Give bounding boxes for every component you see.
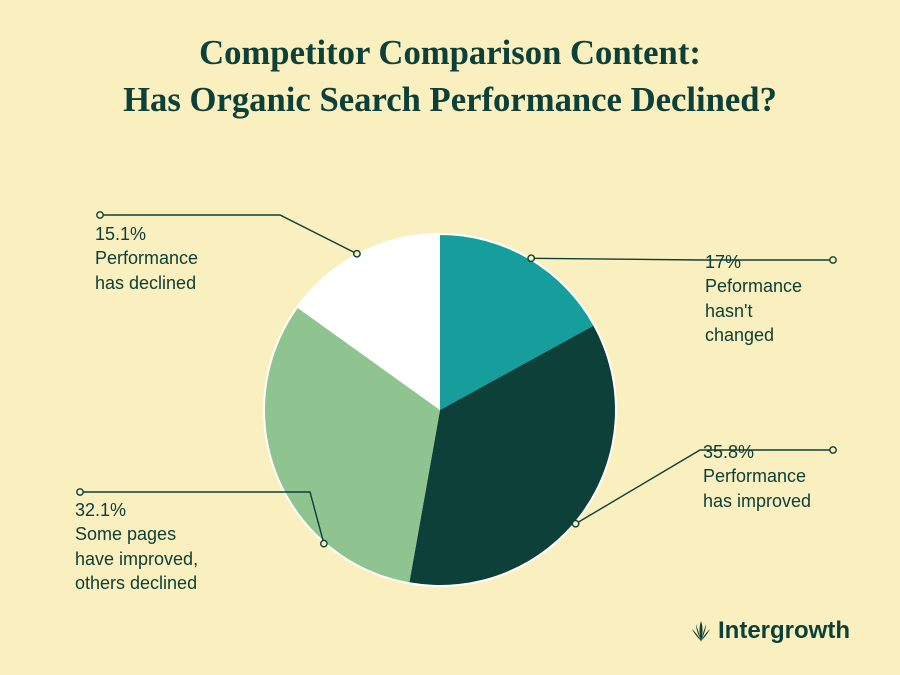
brand-logo: Intergrowth: [690, 617, 850, 645]
brand-logo-text: Intergrowth: [718, 617, 850, 645]
label-declined: 15.1% Performancehas declined: [95, 222, 198, 295]
label-mixed-text: Some pageshave improved,others declined: [75, 522, 198, 595]
canvas: Competitor Comparison Content: Has Organ…: [0, 0, 900, 675]
leaf-icon: [690, 619, 712, 643]
label-not-changed: 17% Peformancehasn'tchanged: [705, 250, 802, 347]
label-not-changed-text: Peformancehasn'tchanged: [705, 274, 802, 347]
label-improved-pct: 35.8%: [703, 440, 811, 464]
label-declined-text: Performancehas declined: [95, 246, 198, 295]
label-mixed: 32.1% Some pageshave improved,others dec…: [75, 498, 198, 595]
label-improved: 35.8% Performancehas improved: [703, 440, 811, 513]
label-improved-text: Performancehas improved: [703, 464, 811, 513]
label-mixed-pct: 32.1%: [75, 498, 198, 522]
label-declined-pct: 15.1%: [95, 222, 198, 246]
label-not-changed-pct: 17%: [705, 250, 802, 274]
